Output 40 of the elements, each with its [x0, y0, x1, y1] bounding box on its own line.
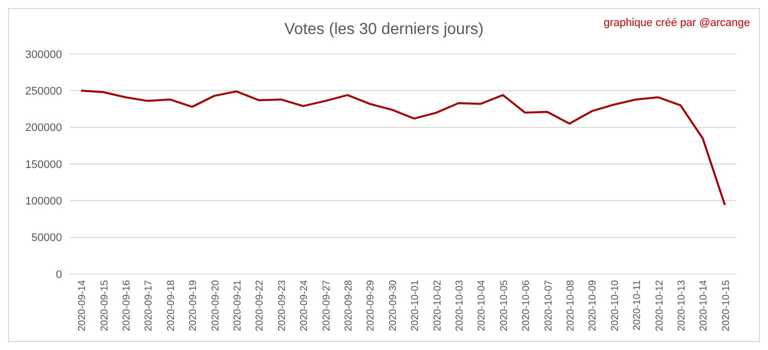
line-series: [80, 90, 726, 206]
x-tick-label: 2020-09-30: [388, 280, 399, 332]
x-tick-label: 2020-09-29: [366, 280, 377, 332]
x-tick-label: 2020-10-10: [610, 280, 621, 332]
x-tick-label: 2020-10-03: [454, 280, 466, 332]
x-tick-label: 2020-09-17: [144, 280, 155, 332]
x-tick-label: 2020-10-12: [654, 280, 666, 332]
x-tick-label: 2020-09-21: [232, 280, 244, 332]
x-tick-label: 2020-09-19: [188, 280, 200, 332]
y-tick-label: 0: [56, 268, 62, 281]
y-tick-label: 100000: [25, 196, 62, 208]
chart-title: Votes (les 30 derniers jours): [284, 21, 484, 38]
y-tick-label: 300000: [25, 48, 62, 61]
x-tick-label: 2020-10-13: [676, 280, 688, 332]
text: graphique créé par @arcange: [604, 17, 750, 29]
x-tick-label: 2020-10-08: [566, 280, 576, 332]
x-tick-label: 2020-09-15: [99, 280, 110, 332]
x-tick-label: 2020-09-18: [166, 280, 177, 332]
x-tick-label: 2020-09-24: [299, 280, 310, 332]
y-tick-label: 50000: [31, 232, 62, 244]
x-tick-label: 2020-09-16: [122, 280, 132, 332]
x-tick-label: 2020-09-22: [254, 280, 266, 332]
x-tick-label: 2020-09-20: [210, 280, 222, 332]
y-tick-label: 200000: [25, 122, 62, 134]
x-tick-label: 2020-09-27: [321, 280, 332, 332]
x-tick-label: 2020-10-04: [476, 280, 488, 332]
x-tick-label: 2020-10-05: [498, 280, 510, 332]
x-tick-label: 2020-10-15: [720, 280, 732, 332]
x-tick-label: 2020-09-23: [276, 280, 288, 332]
y-tick-label: 150000: [25, 158, 62, 171]
x-tick-label: 2020-10-06: [521, 280, 532, 332]
x-tick-label: 2020-10-14: [698, 280, 710, 332]
x-tick-label: 2020-09-28: [344, 280, 354, 332]
x-tick-label: 2020-10-01: [410, 280, 422, 332]
y-tick-label: 250000: [25, 86, 62, 98]
x-tick-label: 2020-09-14: [77, 280, 88, 332]
x-tick-label: 2020-10-07: [543, 280, 554, 332]
x-tick-label: 2020-10-09: [588, 280, 599, 332]
x-tick-label: 2020-10-11: [632, 280, 644, 330]
x-tick-label: 2020-10-02: [432, 280, 444, 332]
